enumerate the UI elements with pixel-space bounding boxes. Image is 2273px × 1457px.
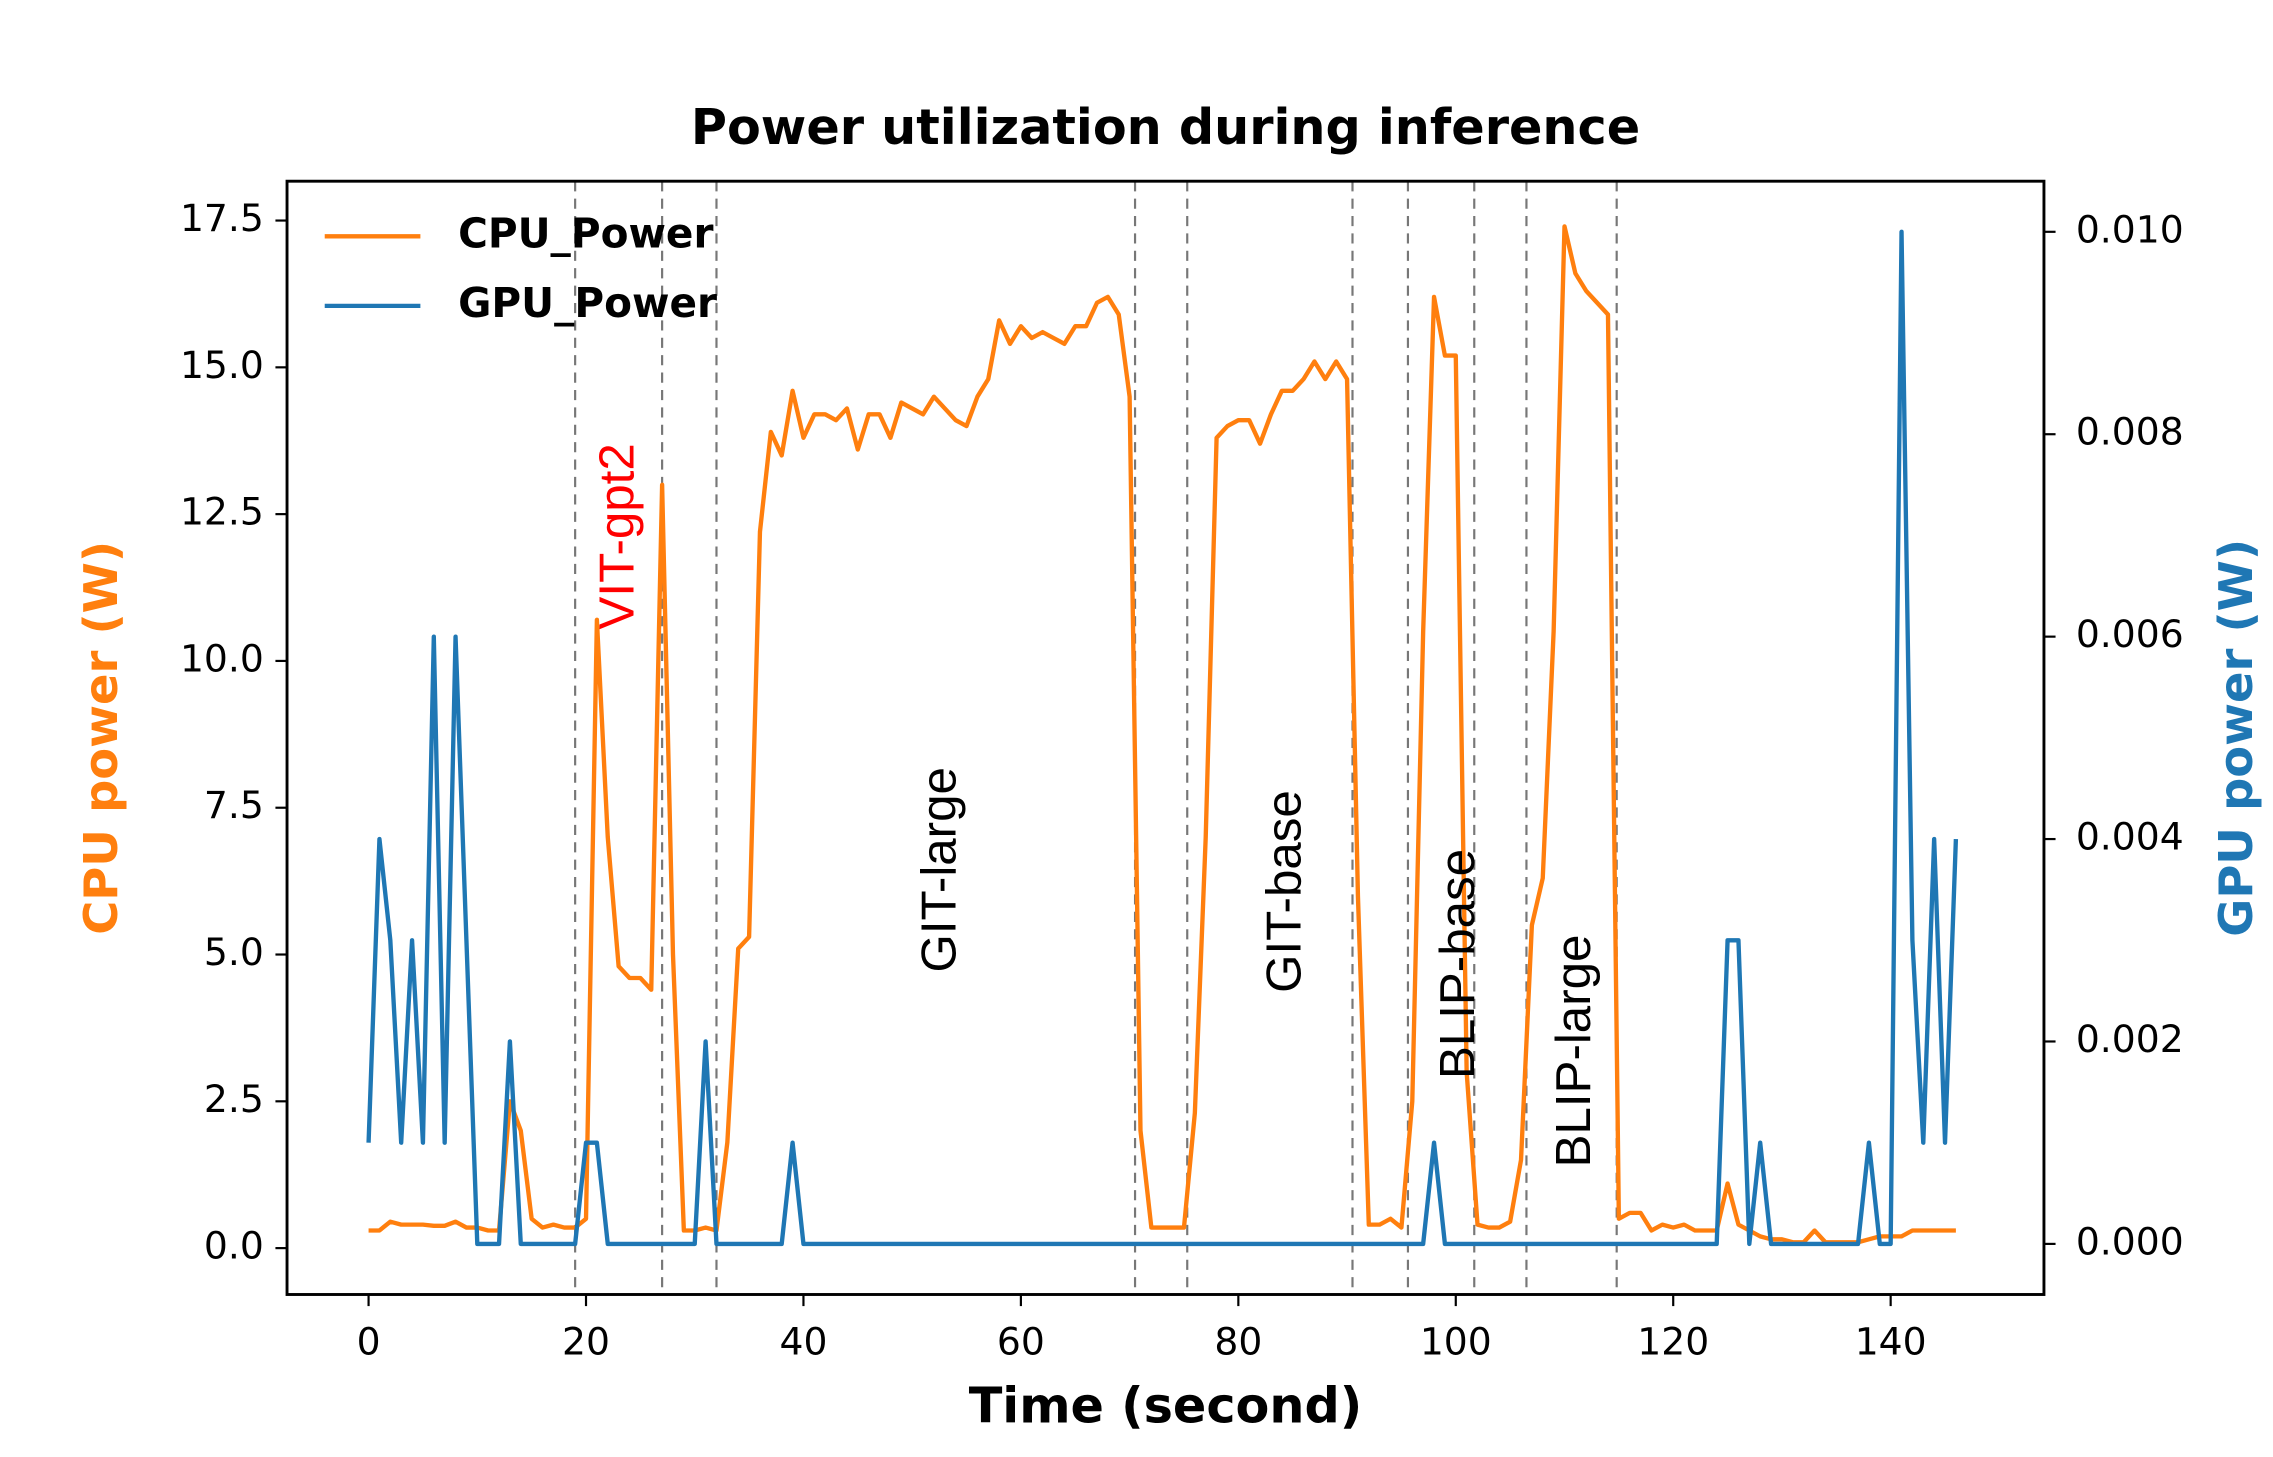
annotation: BLIP-large [1546,935,1601,1168]
x-tick-label: 100 [1420,1319,1492,1363]
legend-label: GPU_Power [458,279,717,327]
y2-tick-label: 0.000 [2076,1219,2184,1263]
annotation: GIT-large [911,767,966,972]
x-tick-label: 140 [1855,1319,1927,1363]
annotation: BLIP-base [1430,849,1485,1079]
y2-axis-label: GPU power (W) [2209,539,2263,937]
annotation: GIT-base [1256,790,1311,993]
y-tick-label: 5.0 [204,930,264,974]
x-tick-label: 20 [562,1319,610,1363]
y-tick-label: 10.0 [180,636,264,680]
x-tick-label: 80 [1214,1319,1262,1363]
x-tick-label: 40 [779,1319,827,1363]
y-tick-label: 15.0 [180,343,264,387]
y2-tick-label: 0.006 [2076,612,2184,656]
y-tick-label: 12.5 [180,490,264,534]
x-tick-label: 0 [357,1319,381,1363]
annotation: VIT-gpt2 [589,443,644,629]
chart-title: Power utilization during inference [691,98,1640,156]
series-line [366,229,1959,1247]
x-tick-label: 120 [1637,1319,1709,1363]
y2-tick-label: 0.008 [2076,410,2184,454]
y-axis-label: CPU power (W) [74,541,128,935]
y2-tick-label: 0.004 [2076,815,2184,859]
y2-tick-label: 0.010 [2076,207,2184,251]
x-axis-label: Time (second) [969,1377,1363,1435]
series-line [368,224,1956,1245]
x-tick-label: 60 [997,1319,1045,1363]
y-tick-label: 7.5 [204,783,264,827]
y-tick-label: 2.5 [204,1077,264,1121]
plot-frame [285,179,2046,1296]
y-tick-label: 17.5 [180,196,264,240]
y-tick-label: 0.0 [204,1224,264,1268]
y2-tick-label: 0.002 [2076,1017,2184,1061]
legend-label: CPU_Power [458,209,713,257]
